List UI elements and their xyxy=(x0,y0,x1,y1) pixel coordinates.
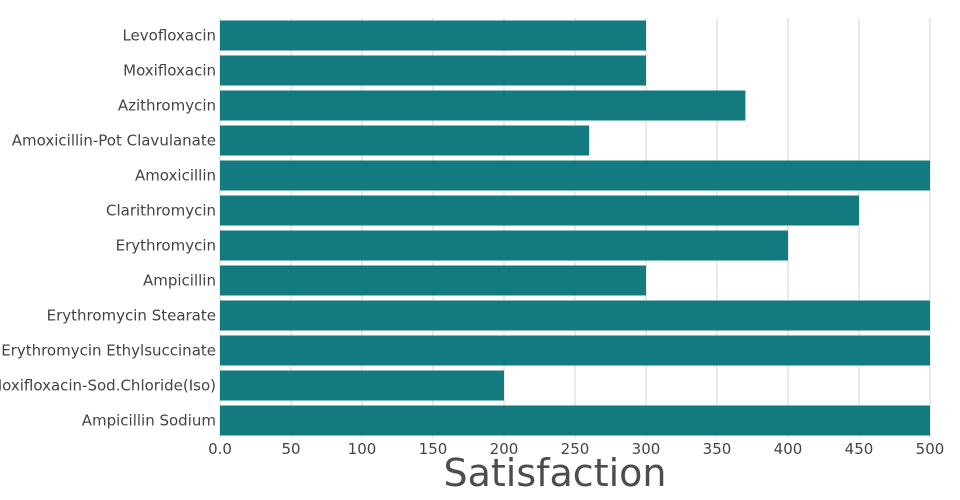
category-label: Erythromycin Stearate xyxy=(47,307,216,325)
bar xyxy=(220,90,746,121)
x-tick-label: 250 xyxy=(561,440,590,458)
category-label: Moxifloxacin xyxy=(123,62,216,80)
bar xyxy=(220,160,930,191)
bar xyxy=(220,20,646,51)
category-label: Azithromycin xyxy=(118,97,216,115)
category-label: Erythromycin xyxy=(116,237,216,255)
bar xyxy=(220,125,590,156)
bar xyxy=(220,230,788,261)
category-label: Clarithromycin xyxy=(106,202,216,220)
category-label: Amoxicillin xyxy=(135,167,216,185)
x-tick-label: 500 xyxy=(916,440,945,458)
x-tick-label: 350 xyxy=(703,440,732,458)
bars xyxy=(220,20,930,436)
category-label: Erythromycin Ethylsuccinate xyxy=(1,342,216,360)
bar xyxy=(220,300,930,331)
x-tick-label: 150 xyxy=(419,440,448,458)
x-tick-label: 0.0 xyxy=(208,440,232,458)
category-label: Ampicillin Sodium xyxy=(82,412,216,430)
category-labels: Levofloxacin Moxifloxacin Azithromycin Amox… xyxy=(0,27,216,430)
category-label: Ampicillin xyxy=(143,272,216,290)
category-label: Amoxicillin-Pot Clavulanate xyxy=(12,132,216,150)
bar xyxy=(220,265,646,296)
x-axis-ticks: 0.0 50 100 150 200 250 300 350 400 450 500 xyxy=(208,440,944,458)
bar xyxy=(220,55,646,86)
x-tick-label: 100 xyxy=(348,440,377,458)
category-label: Moxifloxacin-Sod.Chloride(Iso) xyxy=(0,377,216,395)
bar xyxy=(220,195,859,226)
gridlines xyxy=(219,18,931,438)
bar xyxy=(220,405,930,436)
x-tick-label: 400 xyxy=(774,440,803,458)
x-tick-label: 450 xyxy=(845,440,874,458)
category-label: Levofloxacin xyxy=(122,27,216,45)
x-axis-title: Satisfaction xyxy=(443,451,666,495)
x-tick-label: 200 xyxy=(490,440,519,458)
bar xyxy=(220,335,930,366)
x-tick-label: 300 xyxy=(632,440,661,458)
bar xyxy=(220,370,504,401)
x-tick-label: 50 xyxy=(281,440,300,458)
